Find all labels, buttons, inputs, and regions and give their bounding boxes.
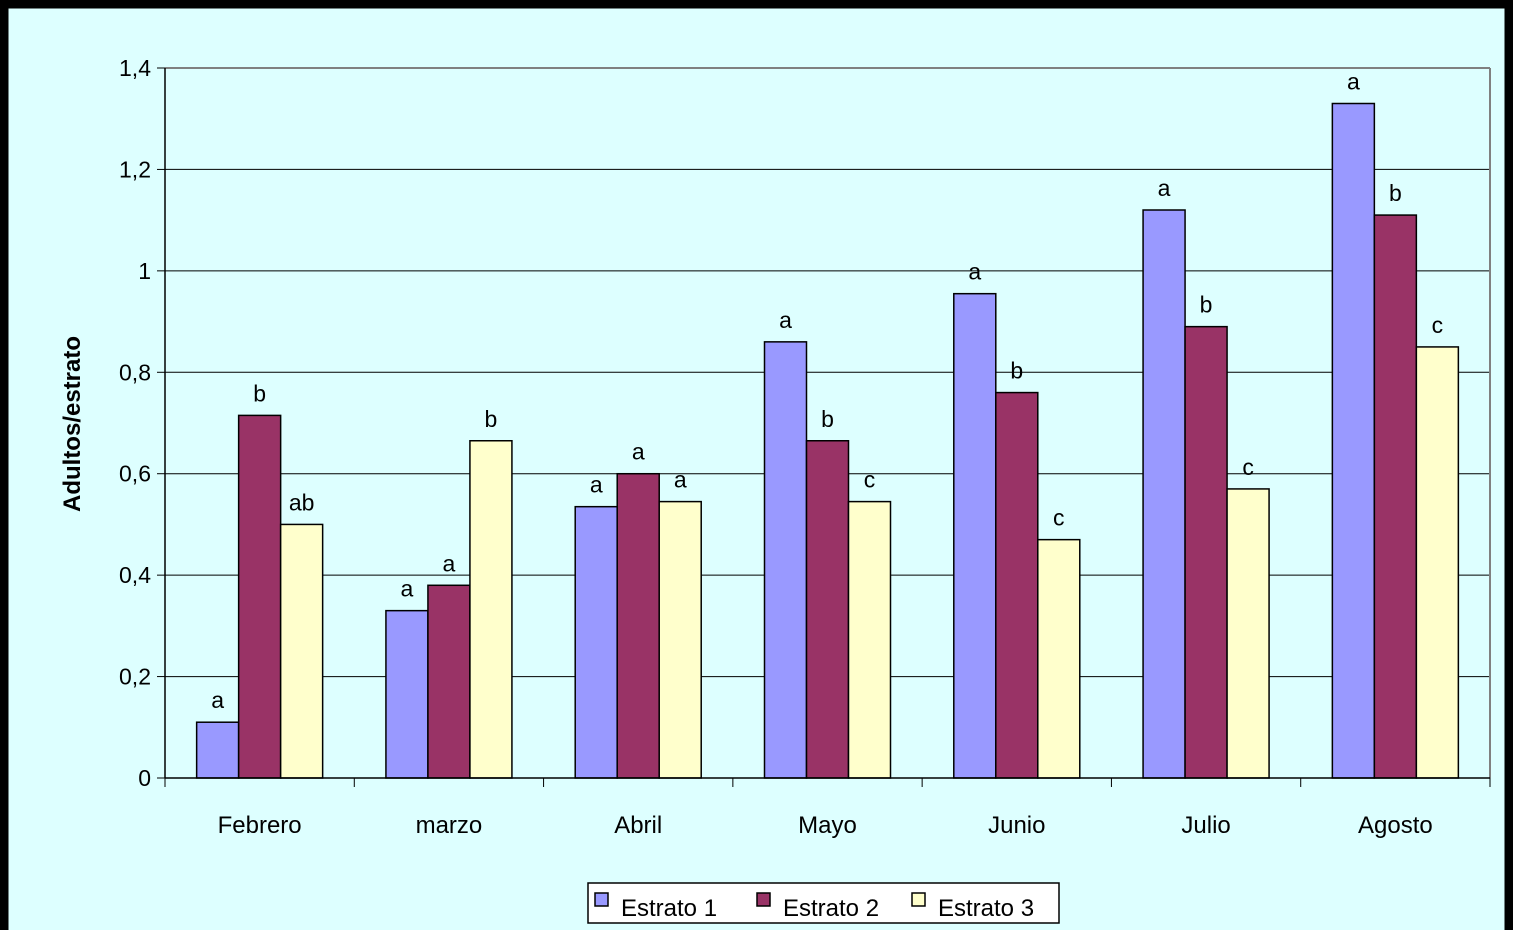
bar-data-label: c (864, 467, 876, 493)
x-tick-label: Agosto (1358, 812, 1433, 839)
bar (385, 609, 429, 779)
x-tick-label: Abril (614, 812, 662, 839)
bars-layer (195, 102, 1460, 779)
y-axis-title: Adultos/estrato (59, 336, 86, 512)
y-tick-label: 1,2 (119, 156, 151, 182)
x-tick-label: Febrero (218, 812, 302, 839)
bar-data-label: a (968, 259, 981, 285)
bar (1142, 209, 1186, 779)
bar (1373, 214, 1418, 779)
y-tick-label: 0 (138, 765, 151, 791)
axes-layer: 0 0,2 0,4 0,6 0,8 1 1,2 1,4 Febrero marzo Abril May… (119, 55, 1491, 839)
chart-background (5, 5, 1508, 930)
bar (1226, 488, 1270, 779)
bar-data-label: a (674, 467, 687, 493)
bar (427, 584, 471, 779)
bar (995, 391, 1039, 779)
bar (237, 414, 282, 779)
bar-data-label: a (401, 576, 414, 602)
bar-data-label: b (1389, 180, 1402, 206)
bar (1331, 102, 1376, 779)
x-tick-label: Mayo (798, 812, 857, 839)
bar-data-label: ab (289, 489, 315, 515)
legend-label: Estrato 3 (938, 895, 1034, 922)
bar (953, 292, 997, 779)
bar-data-label: a (443, 550, 456, 576)
y-tick-label: 0,4 (119, 562, 151, 588)
bar (279, 523, 324, 779)
bar-data-label: c (1432, 312, 1444, 338)
legend-swatch (594, 892, 609, 907)
y-tick-label: 0,8 (119, 359, 151, 385)
bar-data-label: a (632, 439, 645, 465)
bar (1415, 346, 1460, 779)
y-tick-label: 1 (138, 258, 151, 284)
x-tick-label: Junio (988, 812, 1045, 839)
bar (469, 440, 513, 779)
bar-data-label: b (1200, 292, 1213, 318)
bar-data-label: c (1053, 505, 1065, 531)
bar-data-label: b (821, 406, 834, 432)
bar-data-label: a (779, 307, 792, 333)
legend-box (587, 882, 1060, 924)
legend-swatch (911, 892, 926, 907)
bar-data-label: a (590, 472, 603, 498)
bar (1184, 325, 1228, 779)
legend: Estrato 1 Estrato 2 Estrato 3 (587, 882, 1060, 924)
bar-data-label: a (1158, 175, 1171, 201)
x-tick-label: marzo (416, 812, 483, 839)
bar-data-label: b (1010, 358, 1023, 384)
y-tick-label: 0,6 (119, 461, 151, 487)
y-tick-label: 1,4 (119, 55, 151, 81)
legend-label: Estrato 2 (783, 895, 879, 922)
bar (616, 472, 660, 779)
bar (1037, 538, 1081, 779)
bar (805, 440, 850, 779)
bar (574, 505, 618, 779)
legend-swatch (756, 892, 771, 907)
legend-label: Estrato 1 (621, 895, 717, 922)
bar-data-label: a (211, 687, 224, 713)
bar-data-label: b (485, 406, 498, 432)
x-tick-label: Julio (1181, 812, 1230, 839)
bar (763, 341, 808, 779)
y-tick-label: 0,2 (119, 664, 151, 690)
bar (658, 500, 702, 779)
bar-data-label: b (253, 380, 266, 406)
bar-data-label: c (1242, 454, 1254, 480)
bar (195, 721, 240, 779)
bar (847, 500, 892, 779)
bar-data-label: a (1347, 69, 1360, 95)
